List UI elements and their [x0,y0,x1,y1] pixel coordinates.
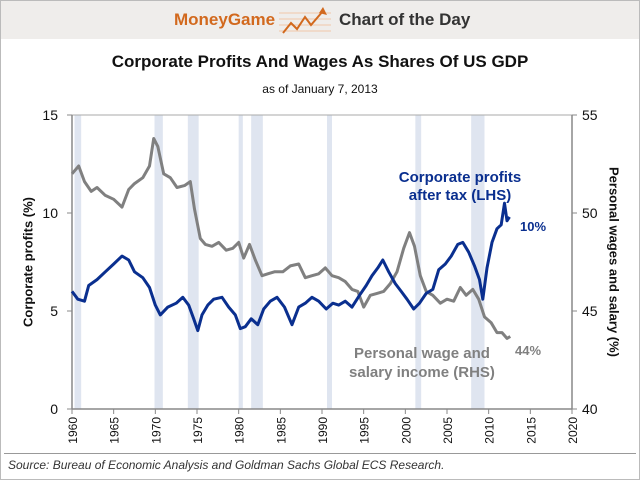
trend-arrow-icon [279,7,331,34]
x-tick-label: 1990 [316,417,330,444]
profits-series-label: Corporate profits after tax (LHS) [399,169,522,204]
recession-band [187,115,199,409]
x-tick-label: 1970 [149,417,163,444]
recession-band [74,115,82,409]
y2-tick-label: 40 [582,401,598,417]
recession-band [238,115,243,409]
x-tick-label: 1995 [358,417,372,444]
profits-series-line [70,201,511,333]
wages-series-label: Personal wage and salary income (RHS) [349,345,495,381]
x-tick-label: 1965 [108,417,122,444]
brand-logo-text: MoneyGame [174,10,276,29]
y-tick-label: 0 [50,401,58,417]
wages-end-label: 44% [515,343,541,358]
recession-band [327,115,332,409]
x-tick-label: 1980 [233,417,247,444]
y2-tick-label: 45 [582,303,598,319]
x-tick-label: 2000 [399,417,413,444]
x-tick-label: 1975 [191,417,205,444]
source-note: Source: Bureau of Economic Analysis and … [8,458,445,472]
profits-end-label: 10% [520,219,546,234]
x-tick-label: 1960 [66,417,80,444]
footer-divider [4,453,636,454]
y2-tick-label: 55 [582,107,598,123]
chart-title: Corporate Profits And Wages As Shares Of… [111,52,529,71]
y-tick-label: 10 [42,205,58,221]
section-title: Chart of the Day [339,10,471,29]
x-tick-label: 2015 [524,417,538,444]
right-axis-title: Personal wages and salary (%) [606,166,622,358]
x-tick-label: 2010 [483,417,497,444]
y-tick-label: 5 [50,303,58,319]
x-tick-label: 2005 [441,417,455,444]
y2-tick-label: 50 [582,205,598,221]
chart-subtitle: as of January 7, 2013 [262,82,378,96]
y-tick-label: 15 [42,107,58,123]
x-tick-label: 2020 [566,417,580,444]
recession-band [471,115,485,409]
header-banner: MoneyGame Chart of the Day [1,1,639,39]
recession-band [154,115,163,409]
x-tick-label: 1985 [274,417,288,444]
left-axis-title: Corporate profits (%) [20,197,36,327]
wages-series-line [70,137,512,340]
